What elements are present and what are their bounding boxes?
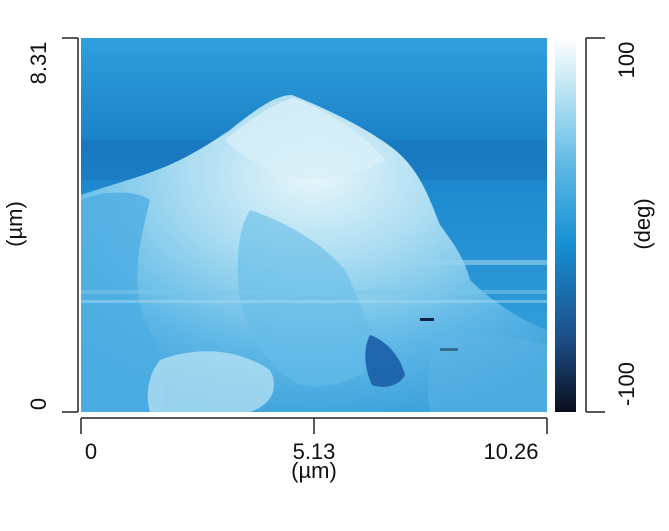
colorbar-axis xyxy=(585,37,605,413)
x-axis xyxy=(80,417,548,434)
colorbar xyxy=(555,38,576,412)
y-axis xyxy=(62,37,79,413)
x-axis-unit-label: (µm) xyxy=(291,458,337,483)
x-tick-label: 10.26 xyxy=(483,439,538,464)
x-tick-label: 5.13 xyxy=(293,439,336,464)
y-axis-unit-label: (µm) xyxy=(2,201,27,247)
colorbar-tick-label: -100 xyxy=(614,362,639,406)
phase-image xyxy=(81,38,547,412)
x-tick-label: 0 xyxy=(85,439,97,464)
y-tick-label: 8.31 xyxy=(26,42,51,85)
y-tick-label: 0 xyxy=(26,398,51,410)
colorbar-unit-label: (deg) xyxy=(630,198,655,249)
colorbar-tick-label: 100 xyxy=(614,42,639,79)
